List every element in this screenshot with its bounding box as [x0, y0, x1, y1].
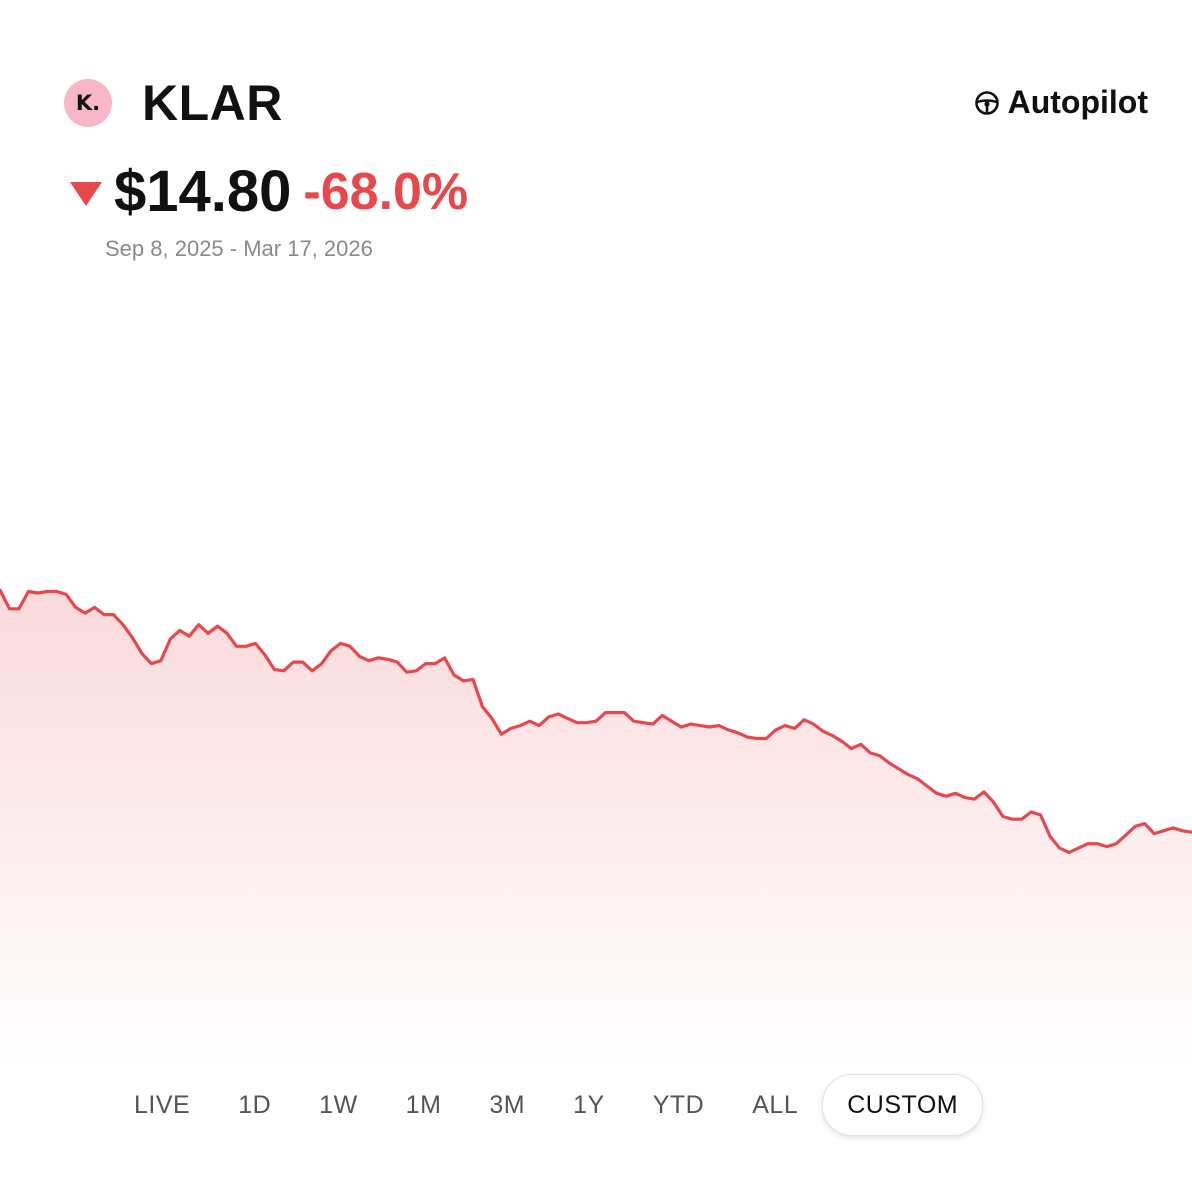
steering-wheel-icon	[974, 90, 999, 115]
autopilot-label: Autopilot	[1007, 84, 1148, 120]
range-custom[interactable]: CUSTOM	[822, 1074, 984, 1136]
range-1d[interactable]: 1D	[238, 1091, 272, 1119]
price-line	[0, 588, 1192, 854]
current-price: $14.80	[114, 159, 292, 224]
price-area-fill	[0, 590, 1192, 1070]
date-range: Sep 8, 2025 - Mar 17, 2026	[105, 236, 373, 261]
autopilot-button[interactable]: Autopilot	[974, 84, 1148, 121]
ticker-symbol: KLAR	[142, 75, 283, 131]
range-ytd[interactable]: YTD	[652, 1091, 705, 1119]
price-chart[interactable]	[0, 280, 1192, 1070]
down-triangle-icon	[70, 181, 102, 206]
price-change-percent: -68.0%	[303, 162, 469, 221]
range-all[interactable]: ALL	[752, 1091, 799, 1119]
klarna-logo: K.	[64, 79, 112, 127]
range-1y[interactable]: 1Y	[573, 1091, 605, 1119]
header: K. KLAR	[64, 74, 283, 132]
range-1m[interactable]: 1M	[405, 1091, 442, 1119]
price-summary: $14.80 -68.0%	[70, 158, 468, 225]
time-range-selector: LIVE 1D 1W 1M 3M 1Y YTD ALL CUSTOM	[110, 1074, 1110, 1136]
range-live[interactable]: LIVE	[134, 1091, 191, 1119]
range-3m[interactable]: 3M	[489, 1091, 526, 1119]
range-1w[interactable]: 1W	[319, 1091, 358, 1119]
